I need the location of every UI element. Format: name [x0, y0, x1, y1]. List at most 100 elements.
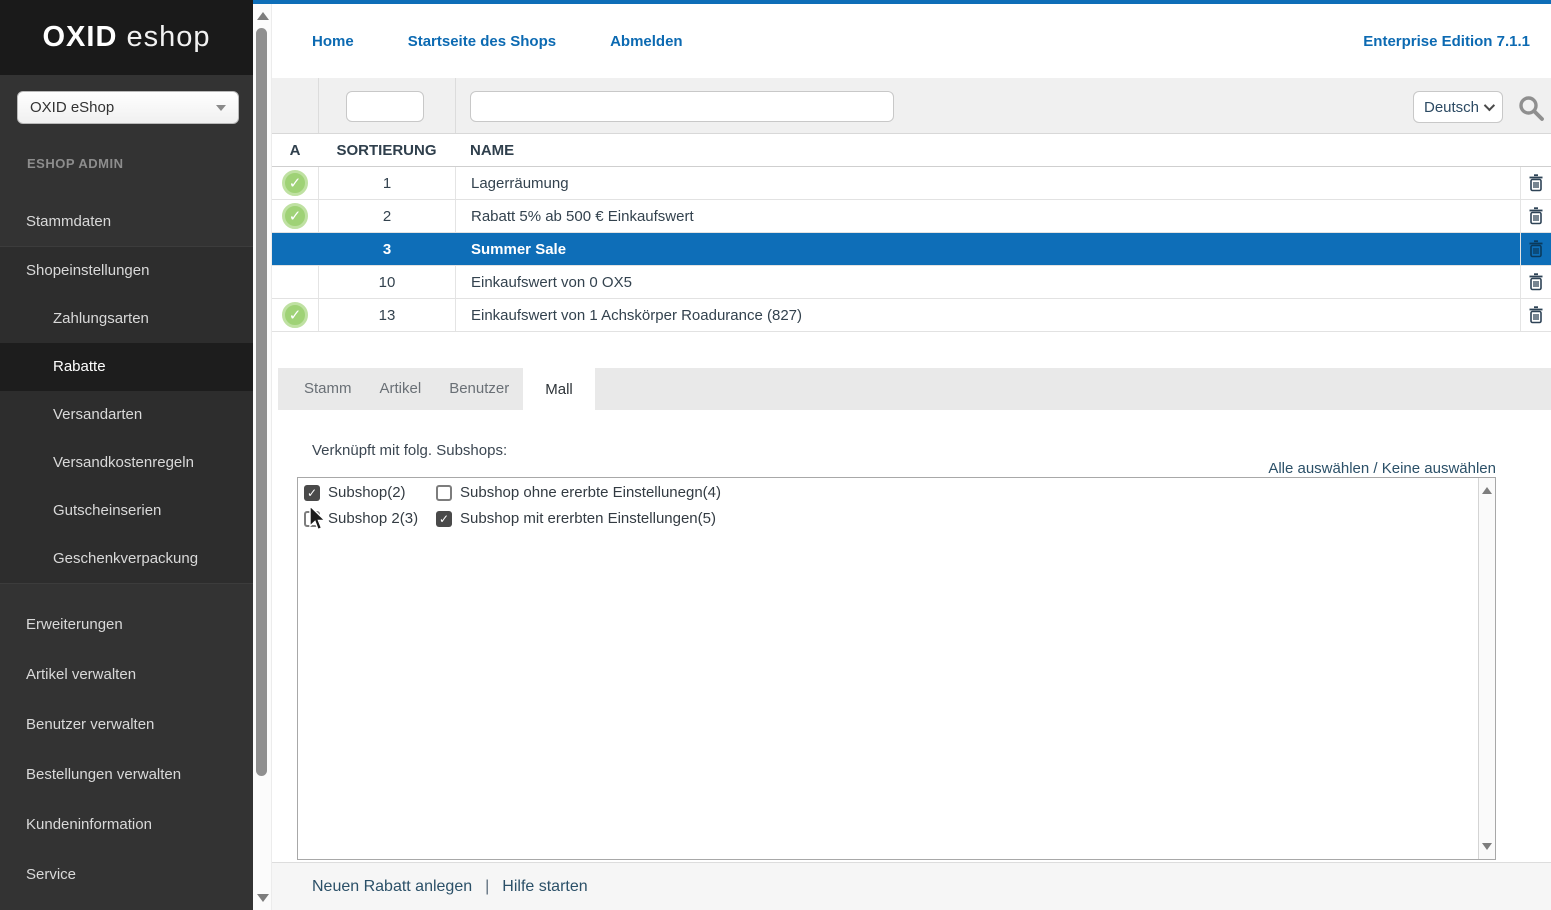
- sidebar-item-benutzer-verwalten[interactable]: Benutzer verwalten: [26, 716, 155, 733]
- trash-icon: [1529, 240, 1543, 258]
- subshop-label: Subshop mit ererbten Einstellungen(5): [460, 510, 716, 527]
- subshops-listbox: ✓ Subshop(2) Subshop ohne ererbte Einste…: [297, 477, 1496, 860]
- home-link[interactable]: Home: [312, 32, 354, 50]
- tab-benutzer[interactable]: Benutzer: [449, 380, 510, 397]
- select-links: Alle auswählen / Keine auswählen: [1268, 460, 1496, 477]
- top-navigation: Home Startseite des Shops Abmelden Enter…: [272, 4, 1551, 78]
- sidebar-item-gutscheinserien[interactable]: Gutscheinserien: [53, 502, 162, 519]
- tab-artikel[interactable]: Artikel: [379, 380, 422, 397]
- detail-tabs: Stamm Artikel Benutzer Mall: [278, 368, 1551, 416]
- top-accent-bar: [253, 0, 1551, 4]
- oxid-eshop-logo: OXID eshop: [43, 21, 211, 54]
- scroll-down-arrow-icon[interactable]: [257, 894, 269, 902]
- main-content: Home Startseite des Shops Abmelden Enter…: [272, 4, 1551, 910]
- sidebar: OXID eshop OXID eShop ESHOP ADMIN Stammd…: [0, 0, 253, 910]
- delete-button[interactable]: [1526, 172, 1546, 194]
- subshop-checkbox[interactable]: [304, 510, 320, 527]
- cell-sort: 13: [318, 299, 455, 331]
- sidebar-item-versandkostenregeln[interactable]: Versandkostenregeln: [53, 454, 194, 471]
- cell-sort: 1: [318, 167, 455, 199]
- sidebar-item-versandarten[interactable]: Versandarten: [53, 406, 143, 423]
- footer-separator: |: [485, 877, 490, 895]
- subshop-checkbox[interactable]: ✓: [436, 510, 452, 527]
- subshop-option: Subshop 2(3): [304, 510, 436, 527]
- start-help-link[interactable]: Hilfe starten: [502, 877, 588, 895]
- sidebar-scrollbar[interactable]: [253, 4, 272, 910]
- sort-filter-input[interactable]: [346, 91, 424, 122]
- trash-icon: [1529, 306, 1543, 324]
- tab-stamm[interactable]: Stamm: [304, 380, 352, 397]
- language-select-value: Deutsch: [1424, 98, 1480, 116]
- column-header-name[interactable]: NAME: [470, 141, 515, 159]
- cell-name: Summer Sale: [455, 233, 1520, 265]
- nav-gap: [0, 584, 253, 600]
- footer-actions: Neuen Rabatt anlegen | Hilfe starten: [272, 862, 1551, 910]
- sidebar-item-kundeninformation[interactable]: Kundeninformation: [26, 816, 152, 833]
- select-all-link[interactable]: Alle auswählen: [1268, 460, 1370, 477]
- trash-icon: [1529, 174, 1543, 192]
- language-select[interactable]: Deutsch: [1413, 91, 1503, 123]
- sidebar-item-shopeinstellungen[interactable]: Shopeinstellungen: [26, 262, 150, 279]
- column-header-sortierung[interactable]: SORTIERUNG: [336, 141, 437, 159]
- discounts-table: A SORTIERUNG NAME ✓ 1 Lagerräumung: [272, 134, 1551, 332]
- shop-select-value: OXID eShop: [30, 99, 115, 116]
- name-filter-input[interactable]: [470, 91, 894, 122]
- tab-mall[interactable]: Mall: [523, 368, 595, 416]
- cell-sort: 3: [318, 233, 455, 265]
- edition-label: Enterprise Edition 7.1.1: [1363, 32, 1530, 50]
- chevron-down-icon: [1483, 99, 1496, 112]
- delete-button[interactable]: [1526, 238, 1546, 260]
- delete-button[interactable]: [1526, 205, 1546, 227]
- caret-down-icon: [216, 104, 226, 111]
- active-check-icon: ✓: [282, 203, 308, 229]
- table-row[interactable]: ✓ 10 Einkaufswert von 0 OX5: [272, 266, 1551, 299]
- sidebar-item-zahlungsarten[interactable]: Zahlungsarten: [53, 310, 149, 327]
- subshop-checkbox[interactable]: ✓: [304, 484, 320, 501]
- table-row[interactable]: ✓ 1 Lagerräumung: [272, 167, 1551, 200]
- active-check-icon: ✓: [282, 170, 308, 196]
- scroll-up-arrow-icon[interactable]: [1482, 487, 1492, 494]
- column-header-active[interactable]: A: [289, 141, 301, 159]
- subshop-checkbox[interactable]: [436, 484, 452, 501]
- table-header-row: A SORTIERUNG NAME: [272, 134, 1551, 167]
- sidebar-item-service[interactable]: Service: [26, 866, 77, 883]
- listbox-scrollbar[interactable]: [1478, 478, 1495, 859]
- sidebar-nav: Stammdaten Shopeinstellungen Zahlungsart…: [0, 198, 253, 900]
- scroll-up-arrow-icon[interactable]: [257, 12, 269, 20]
- sidebar-item-artikel-verwalten[interactable]: Artikel verwalten: [26, 666, 137, 683]
- search-icon: [1519, 96, 1544, 121]
- trash-icon: [1529, 207, 1543, 225]
- select-none-link[interactable]: Keine auswählen: [1381, 460, 1496, 477]
- cell-sort: 10: [318, 266, 455, 298]
- table-row-selected[interactable]: ✓ 3 Summer Sale: [272, 233, 1551, 266]
- filter-bar: Deutsch: [272, 78, 1551, 134]
- logout-link[interactable]: Abmelden: [610, 32, 683, 50]
- new-discount-link[interactable]: Neuen Rabatt anlegen: [312, 877, 473, 895]
- sidebar-item-bestellungen-verwalten[interactable]: Bestellungen verwalten: [26, 766, 182, 783]
- sidebar-item-erweiterungen[interactable]: Erweiterungen: [26, 616, 123, 633]
- link-separator: /: [1369, 460, 1382, 477]
- cell-name: Einkaufswert von 0 OX5: [455, 266, 1520, 298]
- delete-button[interactable]: [1526, 271, 1546, 293]
- scroll-down-arrow-icon[interactable]: [1482, 843, 1492, 850]
- cell-name: Einkaufswert von 1 Achskörper Roadurance…: [455, 299, 1520, 331]
- logo-light-text: eshop: [126, 21, 211, 53]
- subshop-option: ✓ Subshop(2): [304, 484, 436, 501]
- table-row[interactable]: ✓ 2 Rabatt 5% ab 500 € Einkaufswert: [272, 200, 1551, 233]
- cell-sort: 2: [318, 200, 455, 232]
- sidebar-group-shopeinstellungen: Shopeinstellungen Zahlungsarten Rabatte …: [0, 246, 253, 584]
- subshop-option: ✓ Subshop mit ererbten Einstellungen(5): [436, 510, 716, 527]
- table-row[interactable]: ✓ 13 Einkaufswert von 1 Achskörper Roadu…: [272, 299, 1551, 332]
- logo-bold-text: OXID: [42, 21, 118, 53]
- eshop-admin-label: ESHOP ADMIN: [27, 156, 124, 171]
- scrollbar-thumb[interactable]: [256, 28, 267, 776]
- sidebar-item-stammdaten[interactable]: Stammdaten: [26, 213, 112, 230]
- shop-select-dropdown[interactable]: OXID eShop: [17, 91, 239, 124]
- delete-button[interactable]: [1526, 304, 1546, 326]
- subshop-row: ✓ Subshop(2) Subshop ohne ererbte Einste…: [298, 481, 1495, 504]
- active-check-icon: ✓: [282, 302, 308, 328]
- sidebar-item-rabatte[interactable]: Rabatte: [0, 343, 253, 391]
- sidebar-item-geschenkverpackung[interactable]: Geschenkverpackung: [53, 550, 199, 567]
- shop-start-link[interactable]: Startseite des Shops: [407, 32, 557, 50]
- search-button[interactable]: [1517, 94, 1545, 122]
